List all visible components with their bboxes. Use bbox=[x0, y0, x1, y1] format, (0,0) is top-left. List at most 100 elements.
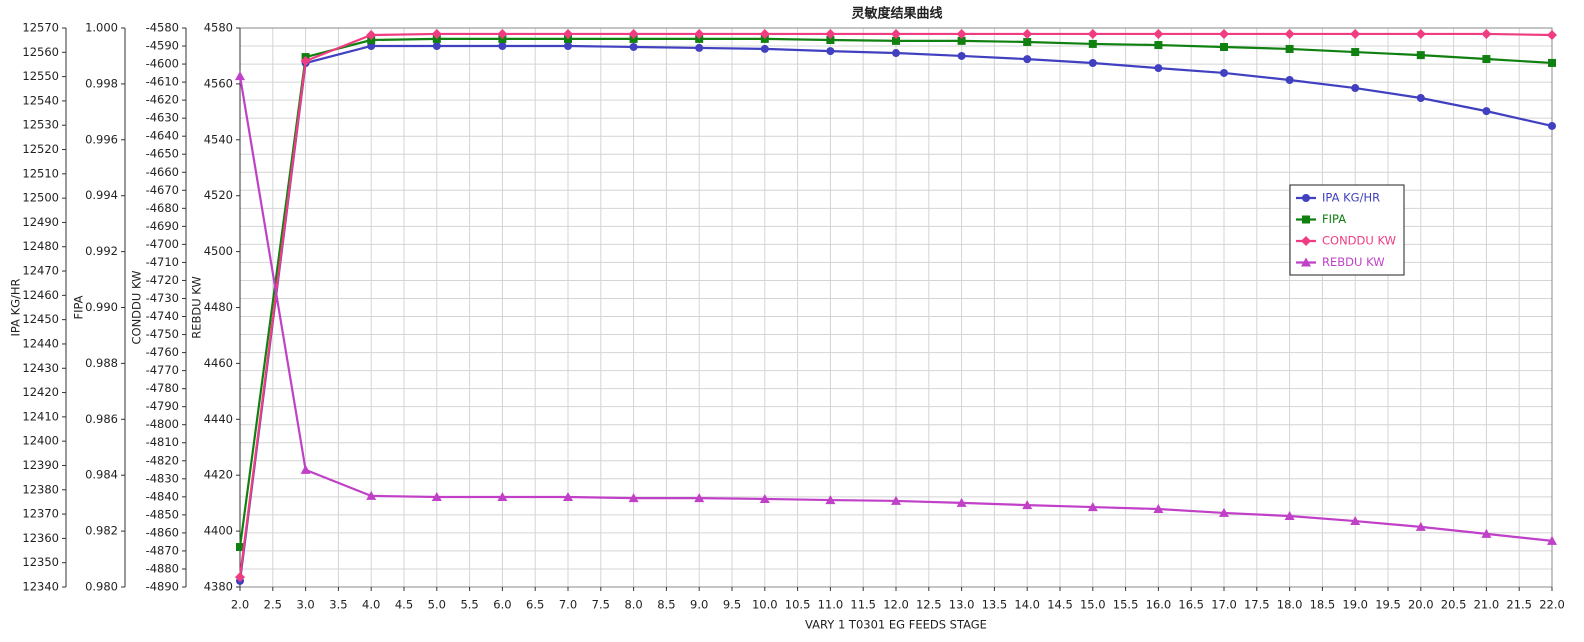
x-tick-label: 4.0 bbox=[362, 598, 380, 612]
x-tick-label: 17.5 bbox=[1244, 598, 1270, 612]
legend-marker bbox=[1301, 257, 1311, 267]
marker bbox=[1482, 55, 1491, 64]
marker bbox=[825, 28, 836, 39]
y-tick-label: 0.982 bbox=[85, 524, 118, 538]
marker bbox=[891, 28, 901, 39]
y-tick-label: -4870 bbox=[146, 543, 179, 557]
x-tick-label: 2.0 bbox=[231, 598, 249, 612]
y-tick-label: 12380 bbox=[22, 482, 59, 496]
marker bbox=[1153, 504, 1164, 514]
x-tick-label: 9.5 bbox=[723, 598, 741, 612]
x-tick-label: 10.0 bbox=[752, 598, 778, 612]
y-tick-label: 1.000 bbox=[85, 21, 118, 35]
marker bbox=[1285, 44, 1294, 53]
marker bbox=[1351, 84, 1360, 93]
marker bbox=[432, 41, 441, 50]
x-tick-label: 4.5 bbox=[395, 598, 413, 612]
y-tick-label: 12450 bbox=[22, 312, 59, 326]
legend-label: REBDU KW bbox=[1322, 255, 1385, 269]
x-tick-label: 13.5 bbox=[982, 598, 1008, 612]
y-tick-label: -4700 bbox=[146, 237, 179, 251]
x-tick-label: 8.5 bbox=[657, 598, 675, 612]
y-tick-label: -4750 bbox=[146, 327, 179, 341]
y-tick-label: 4400 bbox=[204, 524, 233, 538]
legend-marker bbox=[1301, 236, 1311, 246]
x-tick-label: 3.0 bbox=[296, 598, 314, 612]
y-tick-label: 4520 bbox=[204, 188, 233, 202]
y-tick-label: -4580 bbox=[146, 21, 179, 35]
y-tick-label: 0.990 bbox=[85, 300, 118, 314]
x-tick-label: 18.0 bbox=[1277, 598, 1303, 612]
marker bbox=[235, 71, 245, 81]
y-tick-label: -4740 bbox=[146, 309, 179, 323]
marker bbox=[826, 36, 835, 45]
marker bbox=[1415, 521, 1426, 531]
marker bbox=[892, 49, 900, 58]
marker bbox=[1481, 28, 1492, 39]
y-tick-label: 12420 bbox=[22, 385, 59, 399]
marker bbox=[431, 28, 442, 39]
marker bbox=[956, 28, 967, 39]
x-tick-label: 16.0 bbox=[1146, 598, 1172, 612]
marker bbox=[759, 493, 770, 503]
y-tick-label: 4580 bbox=[204, 21, 233, 35]
marker bbox=[628, 28, 639, 39]
y-tick-label: -4650 bbox=[146, 147, 179, 161]
y-tick-label: -4660 bbox=[146, 165, 179, 179]
marker bbox=[694, 493, 705, 503]
y-tick-label: -4890 bbox=[146, 580, 179, 594]
y-tick-label: -4670 bbox=[146, 183, 179, 197]
legend-marker bbox=[1302, 215, 1310, 224]
marker bbox=[628, 493, 639, 503]
y-tick-label: 12510 bbox=[22, 166, 59, 180]
marker bbox=[235, 572, 245, 583]
marker bbox=[1088, 58, 1097, 67]
chart-title: 灵敏度结果曲线 bbox=[851, 6, 942, 22]
y-tick-label: 4480 bbox=[204, 300, 233, 314]
y-tick-label: -4880 bbox=[146, 561, 179, 575]
x-tick-label: 15.5 bbox=[1113, 598, 1139, 612]
y-tick-label: -4780 bbox=[146, 381, 179, 395]
y-tick-label: 0.992 bbox=[85, 244, 118, 258]
marker bbox=[957, 51, 966, 60]
marker bbox=[1548, 121, 1556, 130]
legend-box bbox=[1289, 184, 1405, 276]
y-tick-label: 0.994 bbox=[85, 188, 118, 202]
y-tick-label: -4860 bbox=[146, 525, 179, 539]
y-tick-label: 12570 bbox=[22, 21, 59, 35]
legend-label: IPA KG/HR bbox=[1322, 191, 1380, 205]
marker bbox=[1350, 516, 1361, 526]
marker bbox=[1154, 64, 1163, 73]
x-tick-label: 20.0 bbox=[1408, 598, 1434, 612]
y-tick-label: 4440 bbox=[204, 412, 233, 426]
marker bbox=[1219, 28, 1229, 39]
marker bbox=[1415, 28, 1426, 39]
y-tick-label: -4630 bbox=[146, 111, 179, 125]
y-tick-label: -4830 bbox=[146, 471, 179, 485]
marker bbox=[826, 47, 835, 56]
x-tick-label: 14.0 bbox=[1014, 598, 1040, 612]
y-axis-title: FIPA bbox=[72, 295, 86, 319]
x-axis-label: VARY 1 T0301 EG FEEDS STAGE bbox=[805, 618, 987, 632]
x-tick-label: 14.5 bbox=[1047, 598, 1073, 612]
y-tick-label: 4380 bbox=[204, 580, 233, 594]
marker bbox=[1284, 511, 1295, 521]
marker bbox=[497, 28, 508, 39]
y-tick-label: -4840 bbox=[146, 489, 179, 503]
y-axis-title: CONDDU KW bbox=[130, 271, 144, 345]
marker bbox=[1022, 28, 1033, 39]
marker bbox=[563, 492, 573, 502]
y-tick-label: 12410 bbox=[22, 409, 59, 423]
legend-label: CONDDU KW bbox=[1322, 234, 1396, 248]
marker bbox=[1416, 51, 1425, 60]
marker bbox=[1548, 58, 1556, 67]
legend-marker bbox=[1302, 194, 1310, 202]
x-tick-label: 11.0 bbox=[818, 598, 844, 612]
marker bbox=[1482, 107, 1491, 116]
x-tick-label: 11.5 bbox=[850, 598, 876, 612]
marker bbox=[891, 495, 901, 505]
x-tick-label: 13.0 bbox=[949, 598, 975, 612]
marker bbox=[1351, 48, 1360, 57]
marker bbox=[956, 497, 967, 507]
x-tick-label: 19.5 bbox=[1375, 598, 1401, 612]
